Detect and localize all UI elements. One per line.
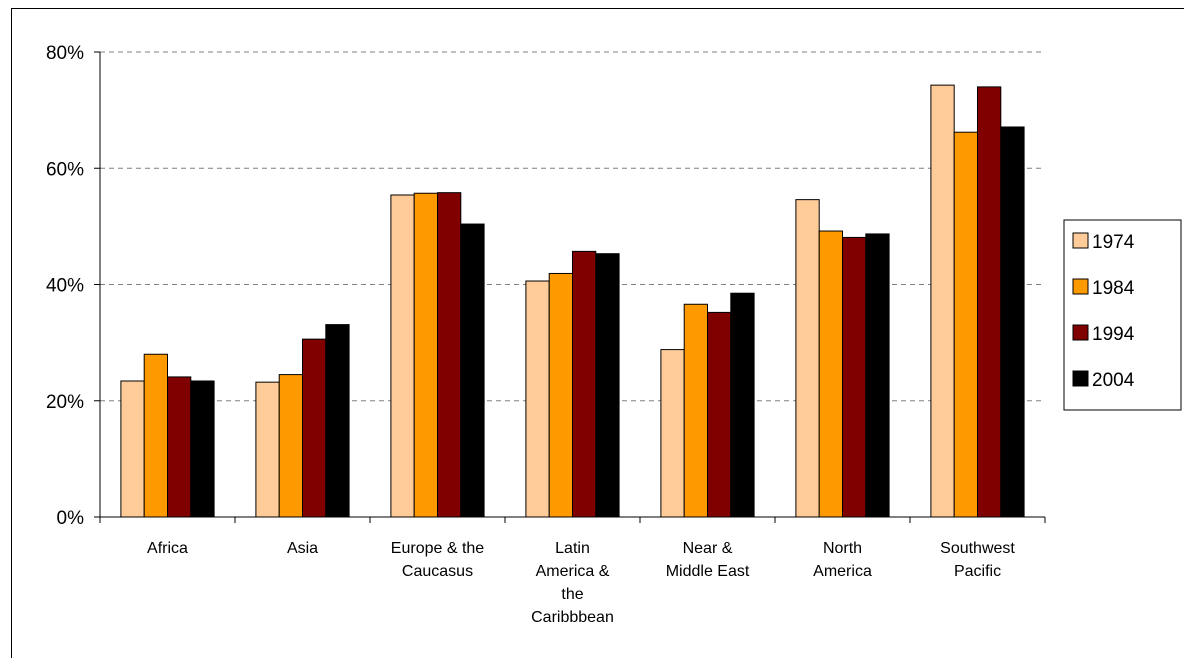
bar-1994-5	[842, 236, 867, 518]
bar-2004-6	[1000, 126, 1025, 518]
y-tick-label: 60%	[46, 159, 84, 180]
bar-1994-0	[167, 376, 192, 518]
y-tick-label: 20%	[46, 392, 84, 413]
bar-1984-1	[278, 374, 304, 518]
bar-1994-6	[977, 86, 1002, 518]
bar-1984-5	[818, 230, 844, 518]
legend-label-1994: 1994	[1092, 324, 1135, 345]
x-category-label: Asia	[287, 540, 318, 557]
legend-label-1974: 1974	[1092, 232, 1135, 253]
bar-1974-0	[120, 380, 145, 518]
bar-1974-1	[255, 381, 280, 518]
y-tick-label: 80%	[46, 43, 84, 64]
bar-1994-3	[572, 250, 597, 518]
bar-1974-4	[660, 349, 685, 518]
bar-1984-3	[548, 272, 574, 518]
legend-swatch-2004	[1072, 370, 1089, 387]
bar-1984-2	[413, 192, 439, 518]
bar-1984-4	[683, 303, 709, 518]
bar-1984-6	[953, 131, 979, 518]
bar-1974-5	[795, 199, 820, 518]
y-tick-label: 40%	[46, 276, 84, 297]
legend-swatch-1974	[1072, 232, 1089, 249]
y-tick-label: 0%	[57, 508, 85, 529]
chart-frame	[11, 8, 1184, 658]
legend-label-1984: 1984	[1092, 278, 1135, 299]
axes: 0% 20% 40% 60% 80% Africa Asia Europe & the Cauc…	[46, 43, 1046, 626]
bar-2004-2	[460, 223, 485, 518]
legend-swatch-1994	[1072, 324, 1089, 341]
bar-1974-6	[930, 84, 955, 518]
bar-2004-4	[730, 292, 755, 518]
bar-2004-3	[595, 253, 620, 518]
legend-swatch-1984	[1072, 278, 1089, 295]
x-category-label: Southwest Pacific	[940, 540, 1015, 580]
bar-1994-1	[302, 338, 327, 518]
bar-2004-1	[325, 324, 350, 518]
x-category-label: North America	[813, 540, 872, 580]
x-category-label: Near & Middle East	[666, 540, 750, 580]
x-category-label: Europe & the Caucasus	[391, 540, 485, 580]
bars	[120, 84, 1025, 518]
x-category-label: Africa	[147, 540, 188, 557]
x-category-label: Latin America & the Caribbbean	[531, 540, 614, 626]
bar-1974-2	[390, 194, 415, 518]
bar-1984-0	[143, 353, 168, 518]
bar-1974-3	[525, 280, 550, 518]
legend-label-2004: 2004	[1092, 370, 1135, 391]
bar-2004-5	[865, 233, 890, 518]
bar-2004-0	[190, 380, 215, 518]
legend: 1974 1984 1994 2004	[1063, 219, 1182, 411]
bar-1994-2	[437, 192, 462, 518]
bar-1994-4	[707, 311, 732, 518]
